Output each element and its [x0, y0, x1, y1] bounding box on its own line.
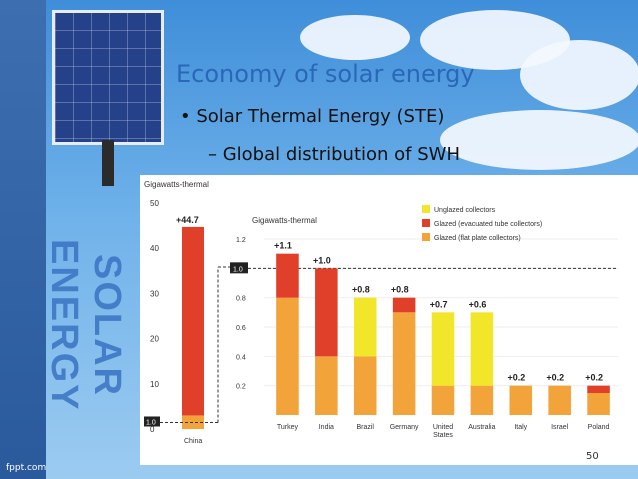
chart-a-ref-label: 1.0 — [146, 419, 156, 426]
chart-svg: Gigawatts-thermal 0 10 20 30 40 50 +44.7 China 1.… — [144, 180, 618, 445]
chart-a-ytick: 0 — [150, 425, 155, 434]
bullet-solar-thermal: • Solar Thermal Energy (STE) — [180, 106, 445, 127]
chart-a-ref-box — [144, 416, 160, 427]
page-number: 50 — [586, 451, 599, 462]
chart-b-category-label: United — [433, 424, 453, 431]
chart-b-bar-segment — [431, 312, 455, 386]
chart-a-ytick: 50 — [150, 199, 159, 208]
bullet-global-distribution: – Global distribution of SWH — [208, 144, 460, 165]
legend-swatch — [422, 233, 430, 241]
chart-b-bar-segment — [392, 312, 416, 415]
chart-a-ytick: 10 — [150, 380, 159, 389]
chart-b-total-label: +0.8 — [352, 285, 370, 295]
chart-a-ytick: 20 — [150, 335, 159, 344]
chart-b-total-label: +1.1 — [274, 241, 292, 251]
chart-b-bar-segment — [276, 253, 299, 298]
legend-label: Unglazed collectors — [434, 207, 496, 214]
chart-b-bar-segment — [315, 356, 338, 415]
chart-b-category-label: Israel — [551, 424, 569, 431]
chart-a-total-label: +44.7 — [176, 215, 199, 225]
chart-a-bar-segment — [182, 226, 204, 416]
chart-b-total-label: +0.2 — [546, 373, 564, 383]
chart-b-category-label: Turkey — [277, 424, 299, 431]
cloud — [520, 40, 638, 110]
solar-panel-image — [52, 10, 164, 145]
chart-b-bar-segment — [353, 356, 377, 415]
chart-b-category-label: India — [319, 424, 334, 431]
chart-b-ytick: 0.4 — [236, 354, 246, 361]
chart-b-ylabel: Gigawatts-thermal — [252, 216, 317, 225]
chart-b-total-label: +1.0 — [313, 255, 331, 265]
chart-b-bar-segment — [470, 312, 494, 386]
chart-b-total-label: +0.8 — [391, 285, 409, 295]
chart-b-bar-segment — [353, 297, 377, 357]
chart-b-total-label: +0.2 — [508, 373, 526, 383]
chart-b-bar-segment — [548, 385, 571, 415]
chart-b-bar-segment — [470, 385, 494, 415]
slide-title: Economy of solar energy — [176, 60, 475, 88]
vertical-solar-energy-text: SOLAR ENERGY — [43, 238, 128, 412]
chart-b-bar-segment — [587, 385, 610, 393]
chart-b-ytick: 0.2 — [236, 384, 246, 391]
legend-swatch — [422, 205, 430, 213]
chart-b-bar-segment — [392, 297, 416, 313]
chart-b-bar-segment — [315, 268, 338, 357]
chart-b-bar-segment — [587, 393, 610, 415]
chart-b-category-label: Brazil — [356, 424, 374, 431]
chart-b-category-label: Australia — [468, 424, 495, 431]
chart-b-bar-segment — [276, 297, 299, 415]
legend-label: Glazed (flat plate collectors) — [434, 235, 521, 242]
cloud — [300, 15, 410, 60]
chart-a-ylabel: Gigawatts-thermal — [144, 180, 209, 189]
chart-b-ytick: 0.8 — [236, 296, 246, 303]
left-sidebar-strip — [0, 0, 46, 479]
chart-b-ref-label: 1.0 — [233, 266, 243, 273]
chart-b-category-label: States — [433, 432, 453, 439]
chart-b-bar-segment — [431, 385, 455, 415]
legend-swatch — [422, 219, 430, 227]
solar-panel-pole — [102, 140, 114, 186]
swh-chart: Gigawatts-thermal 0 10 20 30 40 50 +44.7 China 1.… — [140, 175, 638, 465]
chart-b-category-label: Germany — [390, 424, 419, 431]
chart-b-ytick: 1.2 — [236, 237, 246, 244]
chart-a-ytick: 30 — [150, 289, 159, 298]
chart-a-ytick: 40 — [150, 244, 159, 253]
chart-b-category-label: Poland — [588, 424, 610, 431]
legend-label: Glazed (evacuated tube collectors) — [434, 221, 542, 228]
cloud — [440, 110, 638, 170]
chart-b-ref-box — [230, 262, 248, 274]
chart-b-category-label: Italy — [514, 424, 527, 431]
chart-b-total-label: +0.6 — [469, 299, 487, 309]
chart-b-total-label: +0.2 — [585, 373, 603, 383]
footer-logo-text: fppt.com — [6, 463, 47, 473]
chart-a-category-label: China — [184, 438, 202, 445]
chart-b-bar-segment — [509, 385, 533, 415]
chart-b-ytick: 0.6 — [236, 325, 246, 332]
chart-b-total-label: +0.7 — [430, 299, 448, 309]
